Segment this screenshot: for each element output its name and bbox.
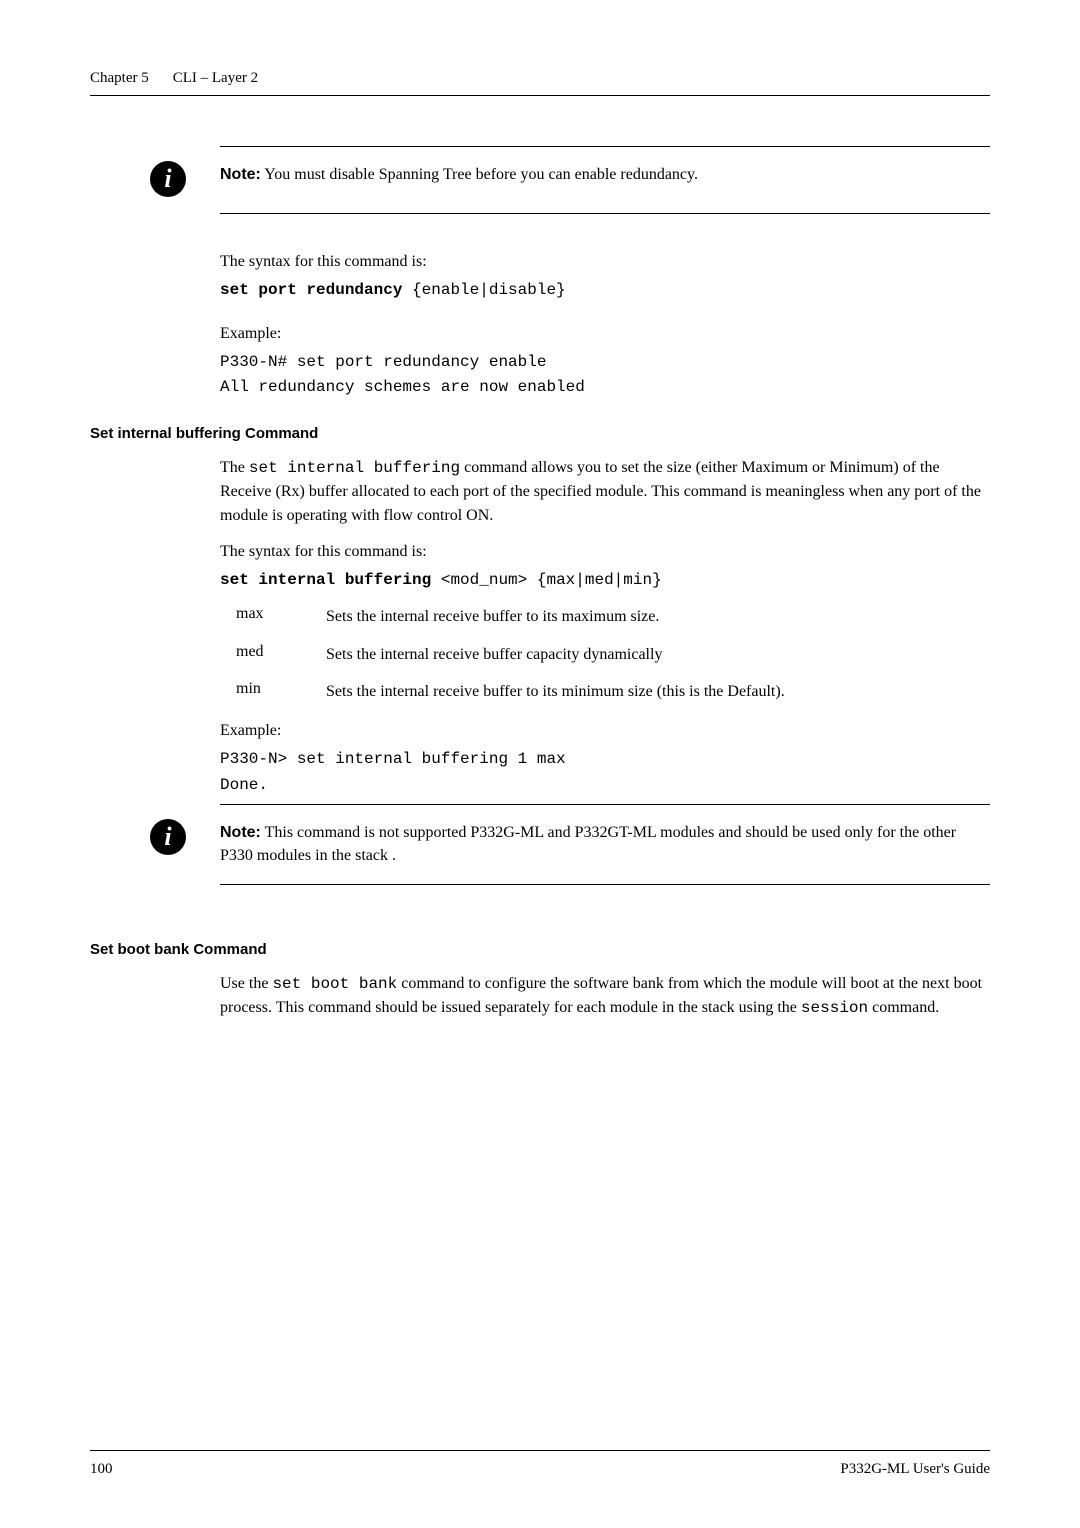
example-block-1: Example: P330-N# set port redundancy ena… [220,322,990,401]
param-row: med Sets the internal receive buffer cap… [236,643,990,666]
inline-code: session [801,999,868,1017]
syntax-code: set port redundancy {enable|disable} [220,278,990,304]
guide-name: P332G-ML User's Guide [840,1461,990,1478]
note-row: i Note: You must disable Spanning Tree b… [220,163,990,197]
info-glyph: i [164,164,171,194]
example-label: Example: [220,322,990,346]
example-line: Done. [220,773,990,799]
section-heading-buffering: Set internal buffering Command [90,425,990,442]
header-title: CLI – Layer 2 [173,70,258,87]
param-row: min Sets the internal receive buffer to … [236,680,990,703]
param-key: med [236,643,326,666]
note-body: You must disable Spanning Tree before yo… [261,166,698,183]
page-footer: 100 P332G-ML User's Guide [90,1450,990,1478]
param-row: max Sets the internal receive buffer to … [236,605,990,628]
param-desc: Sets the internal receive buffer capacit… [326,643,662,666]
code-bold: set port redundancy [220,281,412,299]
example-line: All redundancy schemes are now enabled [220,375,990,401]
inline-code: set internal buffering [249,459,460,477]
note-rule [220,213,990,214]
info-glyph: i [164,822,171,852]
note-row: i Note: This command is not supported P3… [220,821,990,867]
footer-rule [90,1450,990,1451]
para-text: command. [868,999,939,1016]
header-rule [90,95,990,96]
header-chapter: Chapter 5 [90,70,149,87]
code-rest: {enable|disable} [412,281,566,299]
param-key: min [236,680,326,703]
param-desc: Sets the internal receive buffer to its … [326,680,785,703]
footer-row: 100 P332G-ML User's Guide [90,1461,990,1478]
example-label: Example: [220,719,990,743]
info-icon: i [150,161,186,197]
code-rest: <mod_num> {max|med|min} [441,571,662,589]
example-line: P330-N# set port redundancy enable [220,350,990,376]
note-body: This command is not supported P332G-ML a… [220,824,956,864]
section-para: The set internal buffering command allow… [220,456,990,528]
note-block-1: i Note: You must disable Spanning Tree b… [220,146,990,214]
info-icon: i [150,819,186,855]
section-para: Use the set boot bank command to configu… [220,972,990,1020]
note-block-2: i Note: This command is not supported P3… [220,804,990,884]
section-heading-boot: Set boot bank Command [90,941,990,958]
page-header: Chapter 5 CLI – Layer 2 [90,70,990,87]
note-text: Note: This command is not supported P332… [220,821,990,867]
syntax-intro: The syntax for this command is: [220,540,990,564]
note-text: Note: You must disable Spanning Tree bef… [220,163,698,186]
syntax-code: set internal buffering <mod_num> {max|me… [220,568,990,594]
note-rule [220,146,990,147]
code-bold: set internal buffering [220,571,441,589]
note-rule [220,884,990,885]
inline-code: set boot bank [272,975,397,993]
param-key: max [236,605,326,628]
main-content: i Note: You must disable Spanning Tree b… [220,146,990,1020]
page-number: 100 [90,1461,113,1478]
note-rule [220,804,990,805]
note-label: Note: [220,166,261,183]
syntax-intro: The syntax for this command is: [220,250,990,274]
note-label: Note: [220,824,261,841]
para-text: The [220,459,249,476]
param-desc: Sets the internal receive buffer to its … [326,605,659,628]
para-text: Use the [220,975,272,992]
param-table: max Sets the internal receive buffer to … [236,605,990,703]
example-line: P330-N> set internal buffering 1 max [220,747,990,773]
